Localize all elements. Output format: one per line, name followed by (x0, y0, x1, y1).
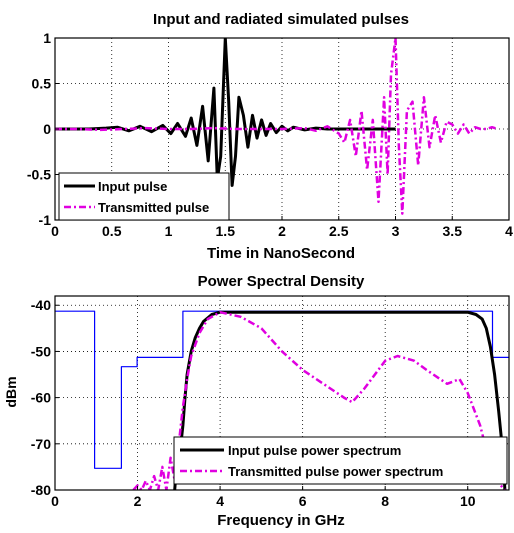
bottom-chart-axes-box (54, 295, 510, 491)
bottom-legend-label-input: Input pulse power spectrum (228, 443, 401, 458)
top-chart-series (55, 38, 498, 215)
top-xtick-label: 2.5 (329, 223, 349, 239)
top-xtick-label: 3.5 (443, 223, 463, 239)
top-legend-box (58, 172, 230, 221)
top-ytick-label: 0.5 (32, 76, 52, 92)
top-series-input-pulse (55, 38, 396, 187)
bottom-ytick-label: -60 (31, 390, 51, 406)
bottom-series-transmitted-pulse-power-spectrum (132, 310, 506, 490)
bottom-chart-ticks: 0 2 4 6 8 10 -80 -70 -60 -50 -40 (31, 297, 476, 509)
bottom-chart-ylabel: dBm (3, 376, 19, 407)
bottom-chart: Power Spectral Density 0 2 4 6 8 10 -80 -70 -60 -… (3, 273, 510, 529)
top-xtick-label: 1 (165, 223, 173, 239)
bottom-ytick-label: -50 (31, 343, 51, 359)
bottom-chart-series (55, 310, 509, 490)
top-xtick-label: 4 (505, 223, 513, 239)
top-xtick-label: 1.5 (216, 223, 236, 239)
bottom-ytick-label: -70 (31, 436, 51, 452)
top-legend-label-input: Input pulse (98, 179, 167, 194)
top-chart-legend: Input pulse Transmitted pulse (58, 172, 230, 221)
top-xtick-label: 0.5 (102, 223, 122, 239)
top-chart: Input and radiated simulated pulses 0 0.5… (27, 11, 513, 262)
bottom-ytick-label: -40 (31, 297, 51, 313)
bottom-xtick-label: 8 (381, 493, 389, 509)
bottom-xtick-label: 0 (51, 493, 59, 509)
bottom-xtick-label: 10 (460, 493, 476, 509)
bottom-xtick-label: 2 (134, 493, 142, 509)
top-ytick-label: 0 (43, 121, 51, 137)
top-xtick-label: 0 (51, 223, 59, 239)
top-xtick-label: 2 (278, 223, 286, 239)
top-chart-ticks: 0 0.5 1 1.5 2 2.5 3 3.5 4 -1 -0.5 0 0.5 1 (27, 30, 513, 239)
bottom-chart-xlabel: Frequency in GHz (217, 512, 345, 529)
bottom-series-input-pulse-power-spectrum (173, 310, 507, 490)
bottom-xtick-label: 6 (299, 493, 307, 509)
bottom-xtick-label: 4 (216, 493, 224, 509)
bottom-chart-legend: Input pulse power spectrum Transmitted p… (173, 436, 508, 485)
bottom-ytick-label: -80 (31, 482, 51, 498)
bottom-legend-label-transmitted: Transmitted pulse power spectrum (228, 464, 443, 479)
top-series-transmitted-pulse (55, 38, 498, 215)
top-chart-title: Input and radiated simulated pulses (153, 11, 409, 28)
bottom-series-fcc-spectral-mask (55, 310, 509, 469)
top-xtick-label: 3 (392, 223, 400, 239)
top-ytick-label: -1 (39, 212, 52, 228)
top-chart-xlabel: Time in NanoSecond (207, 245, 355, 262)
top-ytick-label: -0.5 (27, 167, 51, 183)
bottom-chart-title: Power Spectral Density (198, 273, 365, 290)
top-ytick-label: 1 (43, 30, 51, 46)
bottom-legend-box (173, 436, 508, 485)
top-legend-label-transmitted: Transmitted pulse (98, 200, 209, 215)
